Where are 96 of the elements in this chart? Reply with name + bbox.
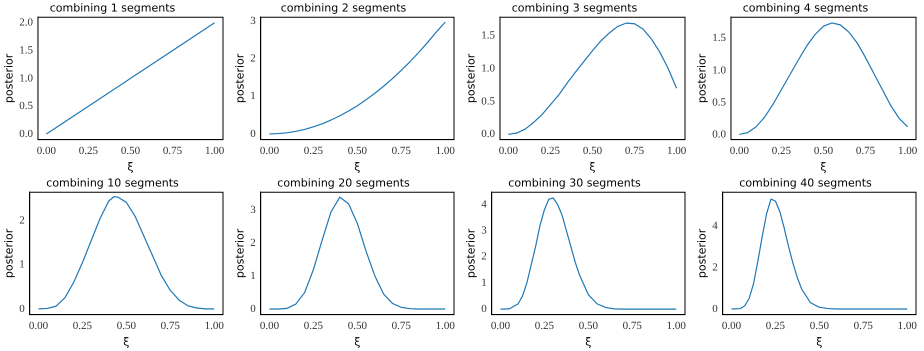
x-tick-label: 0.50 — [120, 145, 141, 158]
x-tick-label: 0.50 — [116, 320, 136, 332]
y-tick-label: 2 — [250, 237, 256, 250]
x-tick-label: 1.00 — [666, 320, 686, 332]
x-tick-label: 1.00 — [898, 320, 918, 332]
x-tick-label: 1.00 — [898, 145, 918, 158]
x-tick-label: 0.50 — [348, 145, 368, 158]
y-tick-label: 0 — [481, 303, 488, 315]
y-tick-label: 1.5 — [481, 30, 496, 42]
y-tick-label: 2.0 — [19, 16, 34, 29]
x-tick-label: 0.50 — [578, 320, 598, 332]
x-tick-label: 0.75 — [162, 145, 183, 158]
x-tick-label: 0.25 — [72, 320, 93, 332]
x-tick-label: 0.50 — [582, 145, 603, 158]
y-tick-label: 2 — [19, 214, 25, 227]
chart-title: combining 30 segments — [508, 176, 642, 190]
y-tick-label: 0 — [250, 302, 256, 315]
y-tick-label: 0 — [250, 128, 256, 140]
chart-title: combining 40 segments — [739, 176, 872, 190]
x-tick-label: 0.50 — [348, 320, 368, 332]
x-tick-label: 1.00 — [666, 145, 687, 158]
y-tick-label: 1 — [250, 270, 256, 282]
x-axis-title: ξ — [354, 335, 360, 348]
y-tick-label: 0.0 — [712, 128, 726, 140]
x-axis-title: ξ — [589, 160, 596, 174]
y-tick-label: 4 — [481, 198, 488, 210]
x-tick-label: 0.25 — [766, 320, 786, 332]
x-tick-label: 1.00 — [436, 145, 456, 158]
x-tick-label: 1.00 — [436, 320, 456, 332]
chart-title: combining 10 segments — [46, 176, 180, 190]
y-tick-label: 1.0 — [712, 64, 726, 76]
y-tick-label: 1 — [481, 276, 487, 289]
x-tick-label: 0.00 — [260, 145, 280, 158]
y-tick-label: 3 — [250, 204, 256, 216]
x-tick-label: 0.00 — [498, 145, 518, 158]
x-tick-label: 0.50 — [814, 145, 834, 158]
y-tick-label: 4 — [712, 220, 718, 232]
y-tick-label: 0.5 — [19, 100, 34, 112]
y-axis-title: posterior — [464, 53, 478, 104]
chart-title: combining 2 segments — [280, 1, 407, 14]
chart-title: combining 3 segments — [512, 1, 638, 14]
x-tick-label: 0.00 — [730, 145, 750, 158]
x-tick-label: 0.25 — [304, 145, 324, 158]
x-tick-label: 1.00 — [204, 320, 224, 332]
chart-title: combining 4 segments — [742, 1, 869, 14]
x-tick-label: 0.75 — [624, 145, 645, 158]
y-axis-title: posterior — [233, 228, 246, 278]
y-axis-title: posterior — [695, 53, 708, 104]
y-tick-label: 0 — [19, 302, 26, 315]
y-tick-label: 0.5 — [712, 96, 726, 108]
x-tick-label: 0.75 — [622, 320, 642, 332]
y-tick-label: 1 — [19, 258, 25, 271]
y-tick-label: 1.5 — [712, 32, 726, 44]
x-tick-label: 0.00 — [722, 320, 742, 332]
x-tick-label: 0.00 — [260, 320, 280, 332]
y-tick-label: 1 — [250, 90, 256, 102]
x-tick-label: 0.75 — [856, 145, 876, 158]
y-tick-label: 2 — [712, 261, 718, 274]
x-tick-label: 0.00 — [490, 320, 511, 332]
x-axis-title: ξ — [816, 335, 822, 348]
y-tick-label: 1.0 — [19, 72, 34, 84]
x-tick-label: 0.25 — [78, 145, 99, 158]
y-tick-label: 3 — [481, 224, 488, 237]
x-tick-label: 0.00 — [36, 145, 56, 158]
x-tick-label: 0.25 — [772, 145, 792, 158]
y-tick-label: 0.5 — [481, 95, 496, 108]
y-tick-label: 1.5 — [19, 44, 34, 56]
x-tick-label: 0.50 — [810, 320, 830, 332]
x-tick-label: 0.75 — [392, 320, 412, 332]
y-axis-title: posterior — [2, 228, 16, 278]
y-tick-label: 0.0 — [19, 128, 34, 140]
x-tick-label: 0.75 — [392, 145, 412, 158]
x-axis-title: ξ — [585, 335, 592, 348]
x-tick-label: 0.75 — [160, 320, 180, 332]
x-tick-label: 0.00 — [28, 320, 49, 332]
y-axis-title: posterior — [464, 228, 478, 278]
x-axis-title: ξ — [820, 160, 827, 174]
y-tick-label: 2 — [250, 52, 256, 65]
x-tick-label: 0.75 — [854, 320, 874, 332]
x-axis-title: ξ — [127, 160, 134, 174]
x-tick-label: 0.25 — [534, 320, 555, 332]
x-tick-label: 0.25 — [540, 145, 561, 158]
y-tick-label: 1.0 — [481, 62, 496, 74]
y-tick-label: 0.0 — [481, 128, 496, 140]
y-tick-label: 3 — [250, 14, 256, 27]
x-tick-label: 1.00 — [204, 145, 225, 158]
y-tick-label: 0 — [712, 302, 718, 315]
x-tick-label: 0.25 — [304, 320, 324, 332]
y-tick-label: 2 — [481, 250, 487, 263]
y-axis-title: posterior — [2, 53, 16, 104]
y-axis-title: posterior — [233, 53, 246, 104]
chart-title: combining 1 segments — [50, 1, 176, 14]
x-axis-title: ξ — [123, 335, 130, 348]
y-axis-title: posterior — [695, 228, 708, 278]
chart-title: combining 20 segments — [277, 176, 410, 190]
x-axis-title: ξ — [354, 160, 360, 174]
